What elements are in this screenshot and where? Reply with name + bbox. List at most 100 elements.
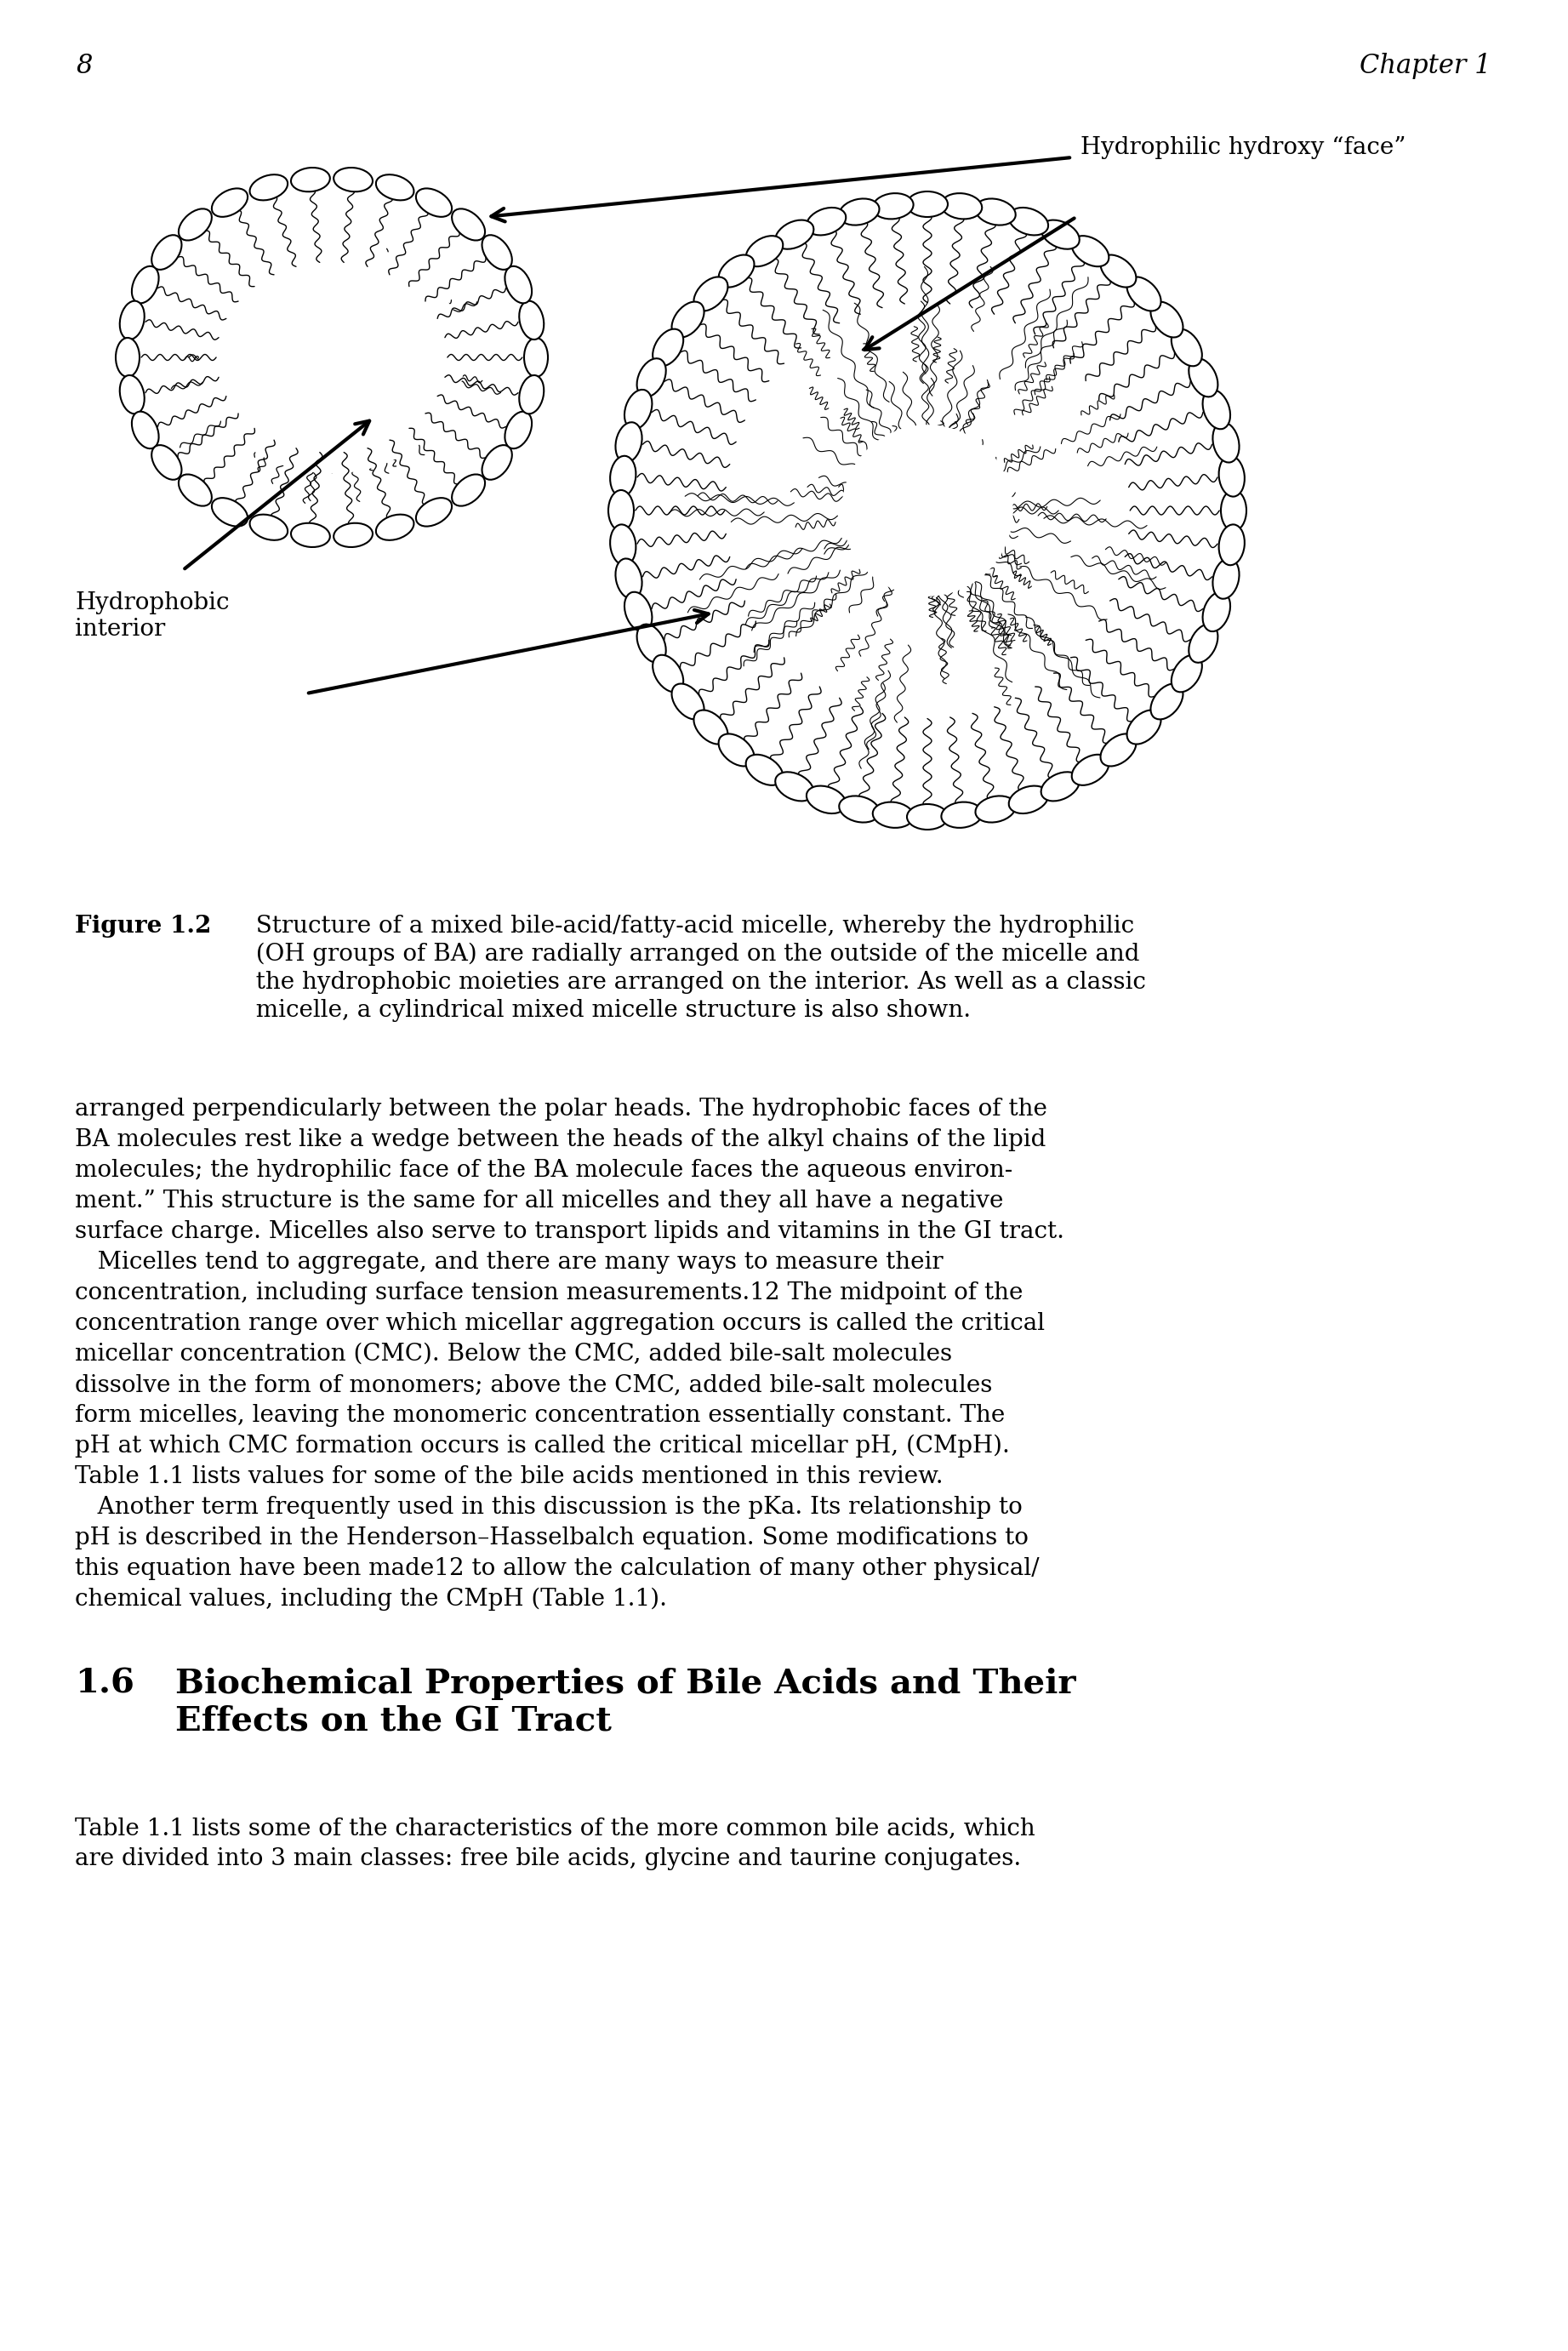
Text: Chapter 1: Chapter 1 — [1359, 52, 1491, 80]
Text: chemical values, including the CMpH (Table 1.1).: chemical values, including the CMpH (Tab… — [75, 1587, 666, 1610]
Ellipse shape — [775, 221, 814, 249]
Text: Micelles tend to aggregate, and there are many ways to measure their: Micelles tend to aggregate, and there ar… — [75, 1251, 944, 1274]
Ellipse shape — [1041, 221, 1079, 249]
Ellipse shape — [975, 197, 1016, 226]
Ellipse shape — [1221, 489, 1247, 531]
Text: ment.” This structure is the same for all micelles and they all have a negative: ment.” This structure is the same for al… — [75, 1190, 1004, 1213]
Ellipse shape — [1189, 357, 1218, 397]
Ellipse shape — [505, 266, 532, 303]
Ellipse shape — [746, 235, 782, 266]
Text: BA molecules rest like a wedge between the heads of the alkyl chains of the lipi: BA molecules rest like a wedge between t… — [75, 1128, 1046, 1152]
Ellipse shape — [775, 771, 814, 802]
Ellipse shape — [1041, 771, 1079, 802]
Circle shape — [596, 179, 1258, 842]
Ellipse shape — [334, 167, 373, 193]
Ellipse shape — [671, 301, 704, 339]
Text: micelle, a cylindrical mixed micelle structure is also shown.: micelle, a cylindrical mixed micelle str… — [241, 999, 971, 1023]
Ellipse shape — [1073, 235, 1109, 266]
Ellipse shape — [610, 456, 637, 496]
Text: dissolve in the form of monomers; above the CMC, added bile-salt molecules: dissolve in the form of monomers; above … — [75, 1373, 993, 1396]
Ellipse shape — [637, 357, 666, 397]
Ellipse shape — [416, 498, 452, 527]
Ellipse shape — [179, 475, 212, 505]
Ellipse shape — [1008, 207, 1049, 235]
Ellipse shape — [1073, 755, 1109, 785]
Ellipse shape — [718, 254, 754, 287]
Ellipse shape — [132, 411, 158, 449]
Ellipse shape — [616, 560, 641, 600]
Ellipse shape — [212, 498, 248, 527]
Ellipse shape — [1008, 785, 1049, 813]
Ellipse shape — [416, 188, 452, 216]
Ellipse shape — [616, 423, 641, 463]
Text: Effects on the GI Tract: Effects on the GI Tract — [176, 1704, 612, 1737]
Text: molecules; the hydrophilic face of the BA molecule faces the aqueous environ-: molecules; the hydrophilic face of the B… — [75, 1159, 1013, 1183]
Ellipse shape — [249, 174, 287, 200]
Ellipse shape — [481, 235, 513, 270]
Ellipse shape — [624, 592, 652, 632]
Text: this equation have been made12 to allow the calculation of many other physical/: this equation have been made12 to allow … — [75, 1556, 1040, 1580]
Text: (OH groups of BA) are radially arranged on the outside of the micelle and: (OH groups of BA) are radially arranged … — [241, 943, 1140, 966]
Text: micellar concentration (CMC). Below the CMC, added bile-salt molecules: micellar concentration (CMC). Below the … — [75, 1342, 952, 1366]
Ellipse shape — [906, 804, 947, 830]
Ellipse shape — [693, 277, 728, 310]
Ellipse shape — [806, 207, 845, 235]
Ellipse shape — [524, 339, 547, 376]
Ellipse shape — [481, 444, 513, 480]
Ellipse shape — [1127, 710, 1160, 745]
Ellipse shape — [376, 174, 414, 200]
Ellipse shape — [452, 209, 485, 240]
Ellipse shape — [1101, 734, 1137, 766]
Circle shape — [842, 426, 1013, 597]
Ellipse shape — [693, 710, 728, 745]
Ellipse shape — [1203, 390, 1231, 430]
Ellipse shape — [152, 444, 182, 480]
Ellipse shape — [505, 411, 532, 449]
Ellipse shape — [975, 797, 1016, 823]
Ellipse shape — [1101, 254, 1137, 287]
Text: Hydrophobic
interior: Hydrophobic interior — [75, 592, 229, 642]
Ellipse shape — [608, 489, 633, 531]
Ellipse shape — [718, 734, 754, 766]
Ellipse shape — [624, 390, 652, 430]
Ellipse shape — [1127, 277, 1160, 310]
Ellipse shape — [519, 301, 544, 339]
Text: Table 1.1 lists values for some of the bile acids mentioned in this review.: Table 1.1 lists values for some of the b… — [75, 1465, 944, 1488]
Ellipse shape — [1203, 592, 1231, 632]
Text: 1.6: 1.6 — [75, 1667, 135, 1700]
Ellipse shape — [152, 235, 182, 270]
Ellipse shape — [1171, 329, 1203, 367]
Text: the hydrophobic moieties are arranged on the interior. As well as a classic: the hydrophobic moieties are arranged on… — [241, 971, 1146, 994]
Ellipse shape — [376, 515, 414, 541]
Ellipse shape — [906, 190, 947, 216]
Text: Hydrophilic hydroxy “face”: Hydrophilic hydroxy “face” — [1080, 136, 1406, 160]
Text: pH at which CMC formation occurs is called the critical micellar pH, (CMpH).: pH at which CMC formation occurs is call… — [75, 1434, 1010, 1458]
Ellipse shape — [806, 785, 845, 813]
Text: Table 1.1 lists some of the characteristics of the more common bile acids, which: Table 1.1 lists some of the characterist… — [75, 1817, 1035, 1838]
Text: form micelles, leaving the monomeric concentration essentially constant. The: form micelles, leaving the monomeric con… — [75, 1404, 1005, 1427]
Ellipse shape — [1218, 456, 1245, 496]
Ellipse shape — [652, 656, 684, 691]
Text: Biochemical Properties of Bile Acids and Their: Biochemical Properties of Bile Acids and… — [176, 1667, 1076, 1700]
Ellipse shape — [839, 797, 880, 823]
Text: Another term frequently used in this discussion is the pKa. Its relationship to: Another term frequently used in this dis… — [75, 1495, 1022, 1519]
Ellipse shape — [212, 188, 248, 216]
Ellipse shape — [1189, 625, 1218, 663]
Ellipse shape — [519, 376, 544, 414]
Ellipse shape — [873, 193, 914, 219]
Ellipse shape — [292, 522, 329, 548]
Text: concentration range over which micellar aggregation occurs is called the critica: concentration range over which micellar … — [75, 1312, 1044, 1335]
Ellipse shape — [941, 193, 982, 219]
Text: Structure of a mixed bile-acid/fatty-acid micelle, whereby the hydrophilic: Structure of a mixed bile-acid/fatty-aci… — [241, 915, 1134, 938]
Ellipse shape — [179, 209, 212, 240]
Ellipse shape — [1212, 423, 1239, 463]
Ellipse shape — [1151, 301, 1182, 339]
Ellipse shape — [119, 301, 144, 339]
Text: are divided into 3 main classes: free bile acids, glycine and taurine conjugates: are divided into 3 main classes: free bi… — [75, 1848, 1021, 1871]
Text: surface charge. Micelles also serve to transport lipids and vitamins in the GI t: surface charge. Micelles also serve to t… — [75, 1220, 1065, 1244]
Text: arranged perpendicularly between the polar heads. The hydrophobic faces of the: arranged perpendicularly between the pol… — [75, 1098, 1047, 1121]
Ellipse shape — [671, 684, 704, 719]
Ellipse shape — [249, 515, 287, 541]
Ellipse shape — [119, 376, 144, 414]
Text: 8: 8 — [77, 52, 93, 80]
